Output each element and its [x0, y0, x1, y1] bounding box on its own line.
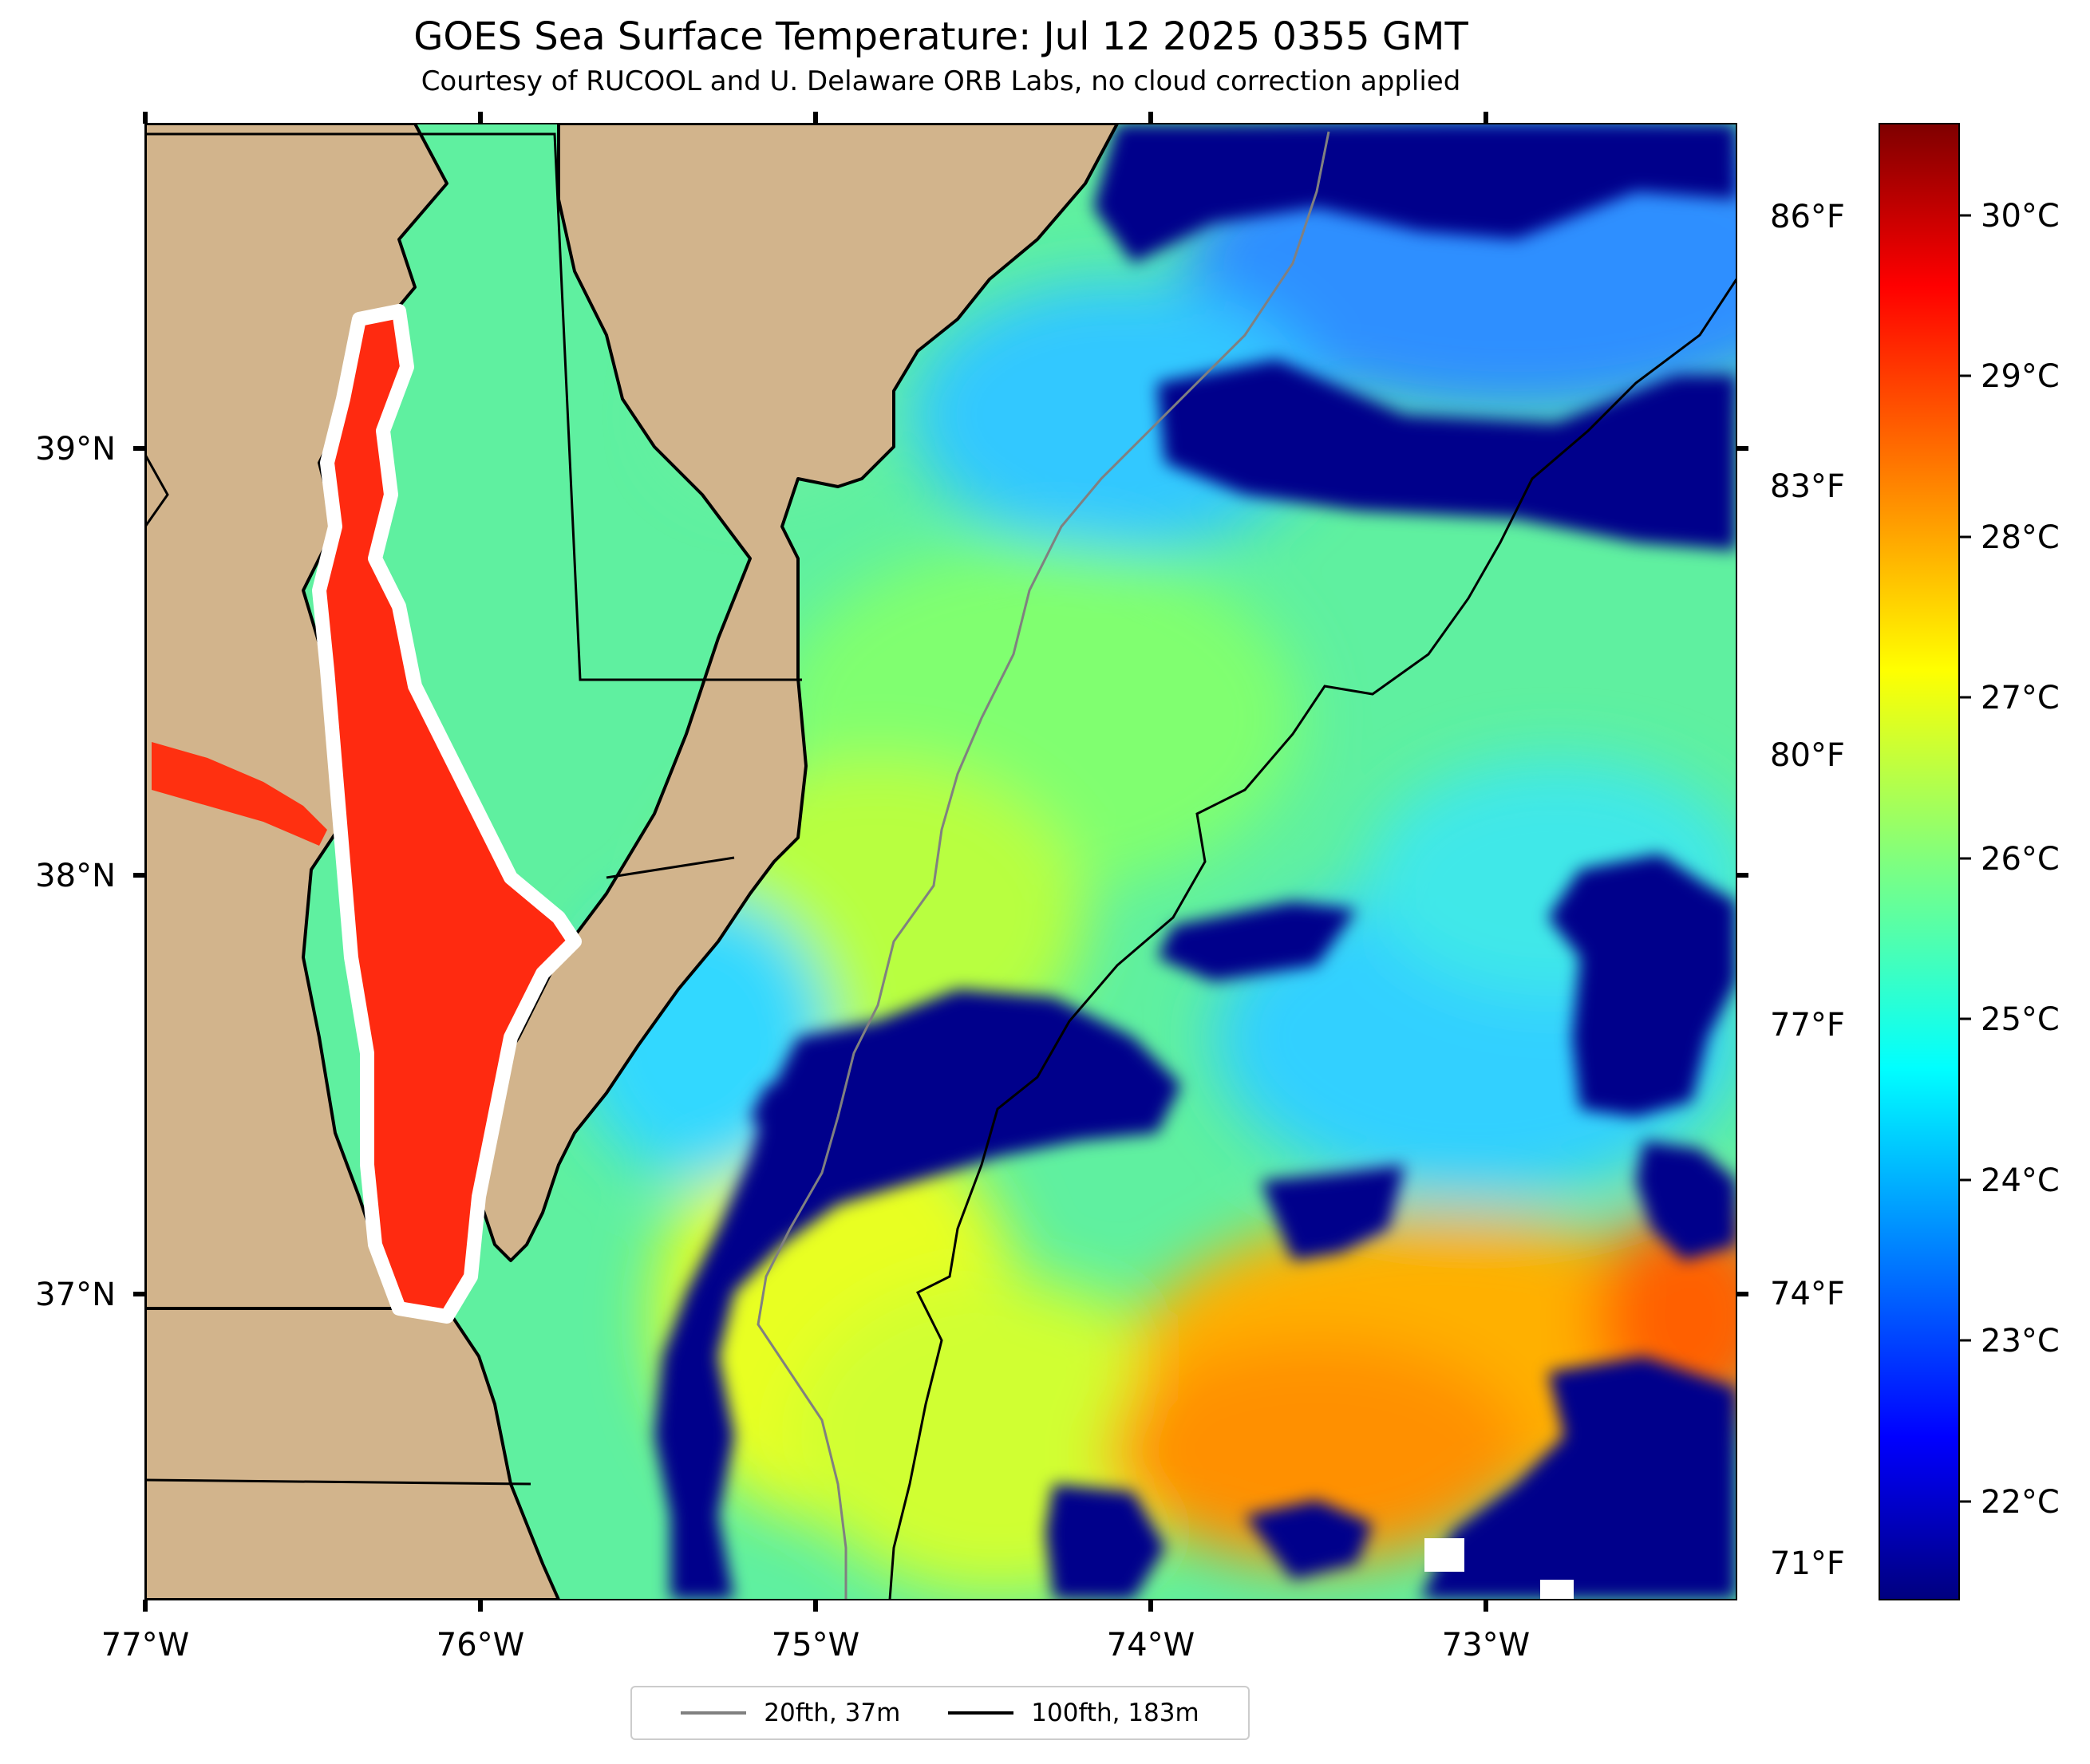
- colorbar: [1879, 123, 1960, 1600]
- legend-label: 20fth, 37m: [764, 1699, 901, 1727]
- isobath-100fth: [888, 278, 1736, 1600]
- fahrenheit-label: 86°F: [1770, 199, 1845, 235]
- cloud-masks: [654, 124, 1736, 1600]
- lat-tick-label: 38°N: [35, 858, 116, 894]
- fahrenheit-label: 80°F: [1770, 737, 1845, 774]
- map-area: [145, 124, 1736, 1600]
- state-boundaries: [145, 132, 802, 1486]
- map-frame: [144, 123, 1737, 1600]
- chesapeake-bay: [152, 304, 582, 1324]
- legend-line-gray: [681, 1711, 747, 1715]
- lon-tick-label: 77°W: [101, 1627, 189, 1663]
- lat-axis: [133, 446, 1748, 1296]
- colorbar-label: 30°C: [1981, 198, 2060, 235]
- lon-tick-label: 74°W: [1107, 1627, 1195, 1663]
- fahrenheit-label: 74°F: [1770, 1276, 1845, 1312]
- colorbar-label: 28°C: [1981, 519, 2060, 556]
- colorbar-label: 29°C: [1981, 358, 2060, 395]
- lon-tick-label: 73°W: [1442, 1627, 1530, 1663]
- colorbar-label: 26°C: [1981, 841, 2060, 878]
- colorbar-label: 27°C: [1981, 680, 2060, 716]
- lon-tick-label: 75°W: [772, 1627, 859, 1663]
- land: [145, 124, 1119, 1600]
- fahrenheit-label: 83°F: [1770, 468, 1845, 505]
- legend-entry-20fth: 20fth, 37m: [681, 1699, 900, 1727]
- colorbar-label: 25°C: [1981, 1001, 2060, 1038]
- lat-tick-label: 39°N: [35, 431, 116, 468]
- fahrenheit-label: 77°F: [1770, 1007, 1845, 1044]
- colorbar-label: 22°C: [1981, 1484, 2060, 1521]
- colorbar-label: 24°C: [1981, 1162, 2060, 1199]
- isobath-20fth: [757, 131, 1330, 1600]
- isobath-legend: 20fth, 37m 100fth, 183m: [630, 1686, 1250, 1740]
- colorbar-ticks: [1959, 214, 1971, 1503]
- legend-label: 100fth, 183m: [1031, 1699, 1199, 1727]
- map-subtitle: Courtesy of RUCOOL and U. Delaware ORB L…: [421, 65, 1461, 97]
- lat-tick-label: 37°N: [35, 1277, 116, 1313]
- legend-entry-100fth: 100fth, 183m: [948, 1699, 1199, 1727]
- colorbar-label: 23°C: [1981, 1323, 2060, 1360]
- map-title: GOES Sea Surface Temperature: Jul 12 202…: [413, 14, 1468, 59]
- lon-axis: [143, 112, 1488, 1612]
- legend-line-black: [948, 1711, 1014, 1715]
- lon-tick-label: 76°W: [437, 1627, 524, 1663]
- fahrenheit-label: 71°F: [1770, 1545, 1845, 1582]
